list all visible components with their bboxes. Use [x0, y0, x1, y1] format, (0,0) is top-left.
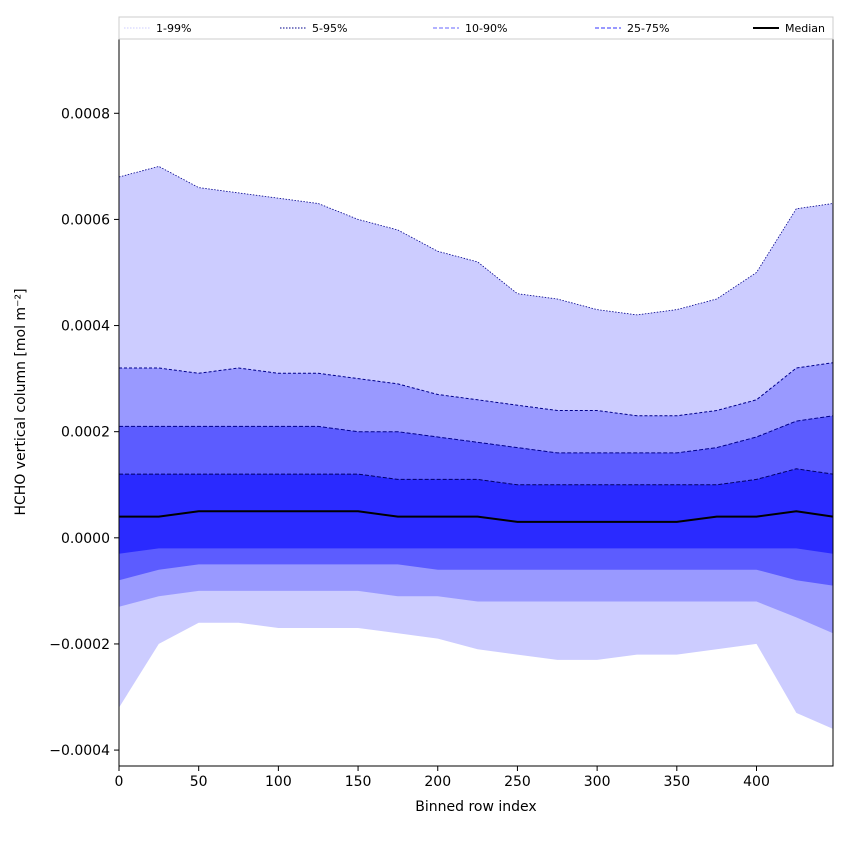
x-tick-label: 100 [265, 774, 292, 790]
x-tick-label: 50 [190, 774, 208, 790]
x-tick-label: 400 [743, 774, 770, 790]
legend-label: 10-90% [465, 22, 507, 35]
y-tick-label: −0.0004 [49, 743, 110, 759]
series-line-median [119, 510, 834, 523]
series-line-10-90-upper [119, 362, 834, 417]
y-tick-label: 0.0006 [61, 212, 110, 228]
y-tick-label: 0.0008 [61, 106, 110, 122]
series-lines [118, 165, 834, 523]
legend-label: 25-75% [627, 22, 669, 35]
band-inner [119, 468, 833, 554]
legend-box [118, 16, 834, 40]
y-tick-label: −0.0002 [49, 637, 110, 653]
band-layer [119, 166, 833, 729]
x-axis-label: Binned row index [415, 799, 536, 815]
y-tick-label: 0.0002 [61, 425, 110, 441]
x-tick-label: 0 [115, 774, 124, 790]
series-line-5-95-upper [118, 165, 834, 316]
y-tick-label: 0.0000 [61, 531, 110, 547]
y-axis: −0.0004 −0.0002 0.0000 0.0002 0.0004 0.0006 0.… [49, 106, 119, 759]
legend-label: 5-95% [312, 22, 347, 35]
y-axis-label: HCHO vertical column [mol m⁻²] [13, 288, 29, 515]
x-tick-label: 250 [504, 774, 531, 790]
x-axis: 0 50 100 150 200 250 300 350 400 [115, 766, 770, 790]
x-tick-label: 150 [345, 774, 372, 790]
x-tick-label: 300 [584, 774, 611, 790]
legend-label: 1-99% [156, 22, 191, 35]
y-tick-label: 0.0004 [61, 319, 110, 335]
x-tick-label: 200 [424, 774, 451, 790]
legend-label: Median [785, 22, 825, 35]
legend: 1-99% 5-95% 10-90% 25-75% Median [118, 16, 834, 40]
x-tick-label: 350 [663, 774, 690, 790]
